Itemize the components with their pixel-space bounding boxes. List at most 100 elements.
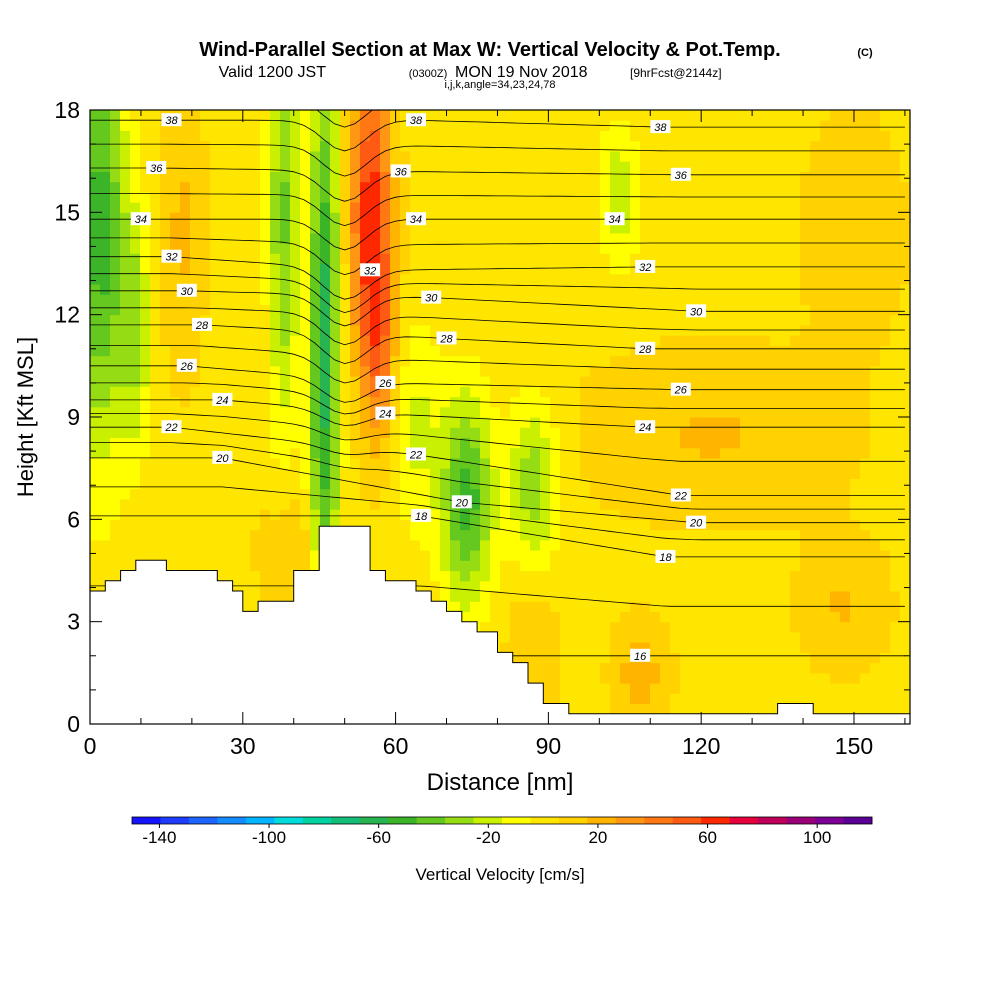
w-cell	[630, 622, 641, 633]
w-cell	[700, 571, 711, 582]
w-cell	[810, 458, 821, 469]
w-cell	[140, 345, 151, 356]
w-cell	[590, 673, 601, 684]
w-cell	[90, 530, 101, 541]
w-cell	[850, 223, 861, 234]
w-cell	[420, 253, 431, 264]
w-cell	[430, 550, 441, 561]
w-cell	[810, 315, 821, 326]
w-cell	[740, 458, 751, 469]
w-cell	[140, 120, 151, 131]
w-cell	[790, 693, 801, 704]
w-cell	[280, 294, 291, 305]
w-cell	[860, 693, 871, 704]
w-cell	[140, 304, 151, 315]
w-cell	[810, 171, 821, 182]
w-cell	[500, 601, 511, 612]
w-cell	[450, 294, 461, 305]
w-cell	[320, 294, 331, 305]
w-cell	[630, 632, 641, 643]
w-cell	[480, 427, 491, 438]
w-cell	[790, 478, 801, 489]
w-cell	[740, 356, 751, 367]
w-cell	[380, 550, 391, 561]
w-cell	[570, 571, 581, 582]
w-cell	[760, 693, 771, 704]
w-cell	[730, 622, 741, 633]
w-cell	[690, 591, 701, 602]
w-cell	[100, 141, 111, 152]
w-cell	[110, 356, 121, 367]
w-cell	[200, 499, 211, 510]
w-cell	[230, 243, 241, 254]
w-cell	[120, 243, 131, 254]
theta-label: 34	[605, 212, 625, 226]
w-cell	[270, 478, 281, 489]
w-cell	[100, 284, 111, 295]
w-cell	[650, 581, 661, 592]
w-cell	[590, 243, 601, 254]
w-cell	[450, 212, 461, 223]
w-cell	[740, 315, 751, 326]
w-cell	[860, 448, 871, 459]
w-cell	[880, 581, 891, 592]
w-cell	[410, 182, 421, 193]
w-cell	[750, 540, 761, 551]
w-cell	[190, 427, 201, 438]
w-cell	[600, 294, 611, 305]
w-cell	[220, 233, 231, 244]
w-cell	[880, 110, 891, 121]
w-cell	[860, 478, 871, 489]
w-cell	[850, 356, 861, 367]
w-cell	[260, 315, 271, 326]
w-cell	[190, 243, 201, 254]
w-cell	[790, 110, 801, 121]
w-cell	[600, 489, 611, 500]
w-cell	[630, 192, 641, 203]
w-cell	[410, 192, 421, 203]
w-cell	[540, 509, 551, 520]
w-cell	[500, 294, 511, 305]
w-cell	[740, 376, 751, 387]
w-cell	[290, 366, 301, 377]
w-cell	[650, 663, 661, 674]
w-cell	[130, 448, 141, 459]
w-cell	[430, 376, 441, 387]
w-cell	[640, 397, 651, 408]
w-cell	[640, 611, 651, 622]
w-cell	[650, 161, 661, 172]
w-cell	[520, 581, 531, 592]
w-cell	[300, 110, 311, 121]
w-cell	[770, 611, 781, 622]
w-cell	[900, 264, 911, 275]
w-cell	[510, 438, 521, 449]
w-cell	[690, 489, 701, 500]
w-cell	[900, 489, 911, 500]
w-cell	[460, 591, 471, 602]
w-cell	[700, 294, 711, 305]
w-cell	[290, 550, 301, 561]
w-cell	[870, 182, 881, 193]
w-cell	[540, 611, 551, 622]
w-cell	[710, 489, 721, 500]
w-cell	[860, 519, 871, 530]
w-cell	[730, 294, 741, 305]
w-cell	[150, 243, 161, 254]
w-cell	[200, 284, 211, 295]
w-cell	[470, 212, 481, 223]
w-cell	[770, 274, 781, 285]
w-cell	[200, 223, 211, 234]
w-cell	[760, 120, 771, 131]
w-cell	[570, 182, 581, 193]
w-cell	[500, 253, 511, 264]
w-cell	[200, 417, 211, 428]
w-cell	[810, 335, 821, 346]
w-cell	[830, 622, 841, 633]
w-cell	[890, 622, 901, 633]
w-cell	[900, 315, 911, 326]
w-cell	[830, 202, 841, 213]
w-cell	[90, 489, 101, 500]
w-cell	[250, 212, 261, 223]
w-cell	[720, 499, 731, 510]
w-cell	[690, 171, 701, 182]
